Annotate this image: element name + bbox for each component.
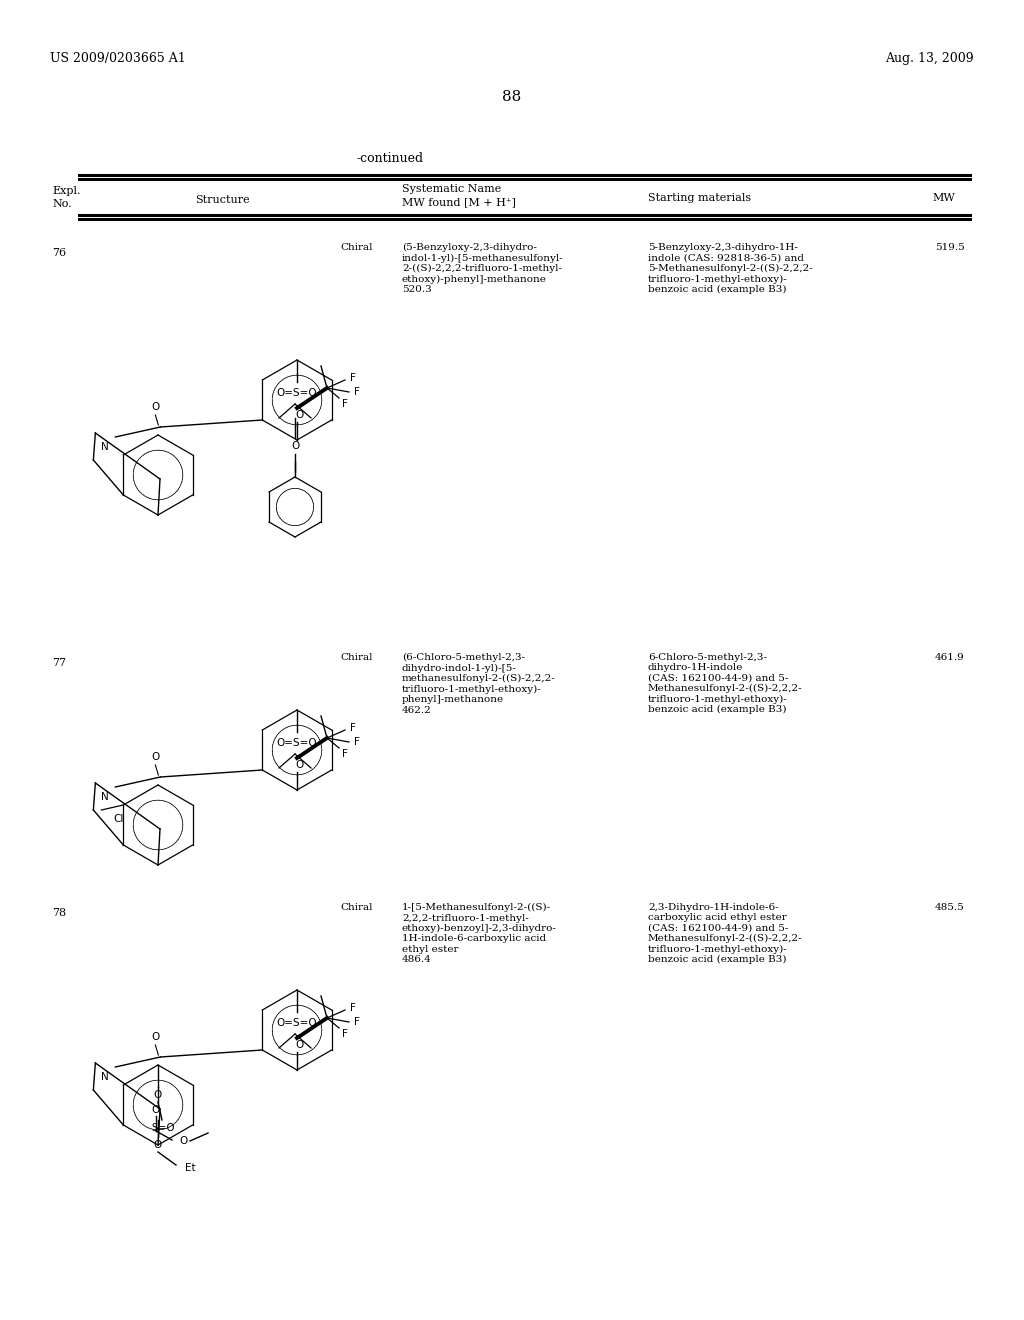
Text: 519.5: 519.5 [935, 243, 965, 252]
Text: F: F [342, 748, 348, 759]
Text: Aug. 13, 2009: Aug. 13, 2009 [886, 51, 974, 65]
Text: 2,3-Dihydro-1H-indole-6-
carboxylic acid ethyl ester
(CAS: 162100-44-9) and 5-
M: 2,3-Dihydro-1H-indole-6- carboxylic acid… [648, 903, 803, 965]
Text: O: O [291, 441, 299, 451]
Text: 5-Benzyloxy-2,3-dihydro-1H-
indole (CAS: 92818-36-5) and
5-Methanesulfonyl-2-((S: 5-Benzyloxy-2,3-dihydro-1H- indole (CAS:… [648, 243, 813, 294]
Text: No.: No. [52, 199, 72, 209]
Text: Chiral: Chiral [340, 903, 373, 912]
Text: O: O [152, 1032, 160, 1041]
Text: F: F [342, 399, 348, 409]
Text: MW: MW [932, 193, 954, 203]
Text: 1-[5-Methanesulfonyl-2-((S)-
2,2,2-trifluoro-1-methyl-
ethoxy)-benzoyl]-2,3-dihy: 1-[5-Methanesulfonyl-2-((S)- 2,2,2-trifl… [402, 903, 557, 965]
Text: N: N [101, 442, 110, 451]
Text: O: O [152, 1105, 160, 1115]
Text: F: F [350, 374, 356, 383]
Text: O: O [152, 752, 160, 762]
Text: F: F [354, 737, 360, 747]
Text: Structure: Structure [195, 195, 249, 205]
Text: Expl.: Expl. [52, 186, 81, 195]
Text: 77: 77 [52, 657, 66, 668]
Text: 76: 76 [52, 248, 67, 257]
Text: Cl: Cl [114, 814, 124, 824]
Text: F: F [350, 1003, 356, 1012]
Text: O=S=O: O=S=O [276, 1018, 317, 1028]
Text: Chiral: Chiral [340, 243, 373, 252]
Text: O=S=O: O=S=O [276, 738, 317, 748]
Text: O=S=O: O=S=O [276, 388, 317, 399]
Text: Et: Et [184, 1163, 196, 1173]
Text: O: O [154, 1140, 162, 1150]
Text: F: F [342, 1030, 348, 1039]
Text: F: F [354, 1016, 360, 1027]
Text: -continued: -continued [356, 152, 424, 165]
Text: Starting materials: Starting materials [648, 193, 752, 203]
Text: O: O [296, 760, 304, 770]
Text: (5-Benzyloxy-2,3-dihydro-
indol-1-yl)-[5-methanesulfonyl-
2-((S)-2,2,2-trifluoro: (5-Benzyloxy-2,3-dihydro- indol-1-yl)-[5… [402, 243, 564, 294]
Text: O: O [296, 411, 304, 420]
Text: 78: 78 [52, 908, 67, 917]
Text: 461.9: 461.9 [935, 653, 965, 663]
Text: S=O: S=O [152, 1123, 175, 1133]
Text: 88: 88 [503, 90, 521, 104]
Text: US 2009/0203665 A1: US 2009/0203665 A1 [50, 51, 185, 65]
Text: O: O [296, 1040, 304, 1049]
Text: Chiral: Chiral [340, 653, 373, 663]
Text: Systematic Name: Systematic Name [402, 183, 502, 194]
Text: F: F [350, 723, 356, 733]
Text: F: F [354, 387, 360, 397]
Text: N: N [101, 1072, 110, 1082]
Text: 485.5: 485.5 [935, 903, 965, 912]
Text: MW found [M + H⁺]: MW found [M + H⁺] [402, 197, 516, 207]
Text: (6-Chloro-5-methyl-2,3-
dihydro-indol-1-yl)-[5-
methanesulfonyl-2-((S)-2,2,2-
tr: (6-Chloro-5-methyl-2,3- dihydro-indol-1-… [402, 653, 556, 714]
Text: 6-Chloro-5-methyl-2,3-
dihydro-1H-indole
(CAS: 162100-44-9) and 5-
Methanesulfon: 6-Chloro-5-methyl-2,3- dihydro-1H-indole… [648, 653, 803, 714]
Text: O: O [180, 1137, 188, 1146]
Text: N: N [101, 792, 110, 803]
Text: O: O [152, 403, 160, 412]
Text: O: O [154, 1090, 162, 1100]
